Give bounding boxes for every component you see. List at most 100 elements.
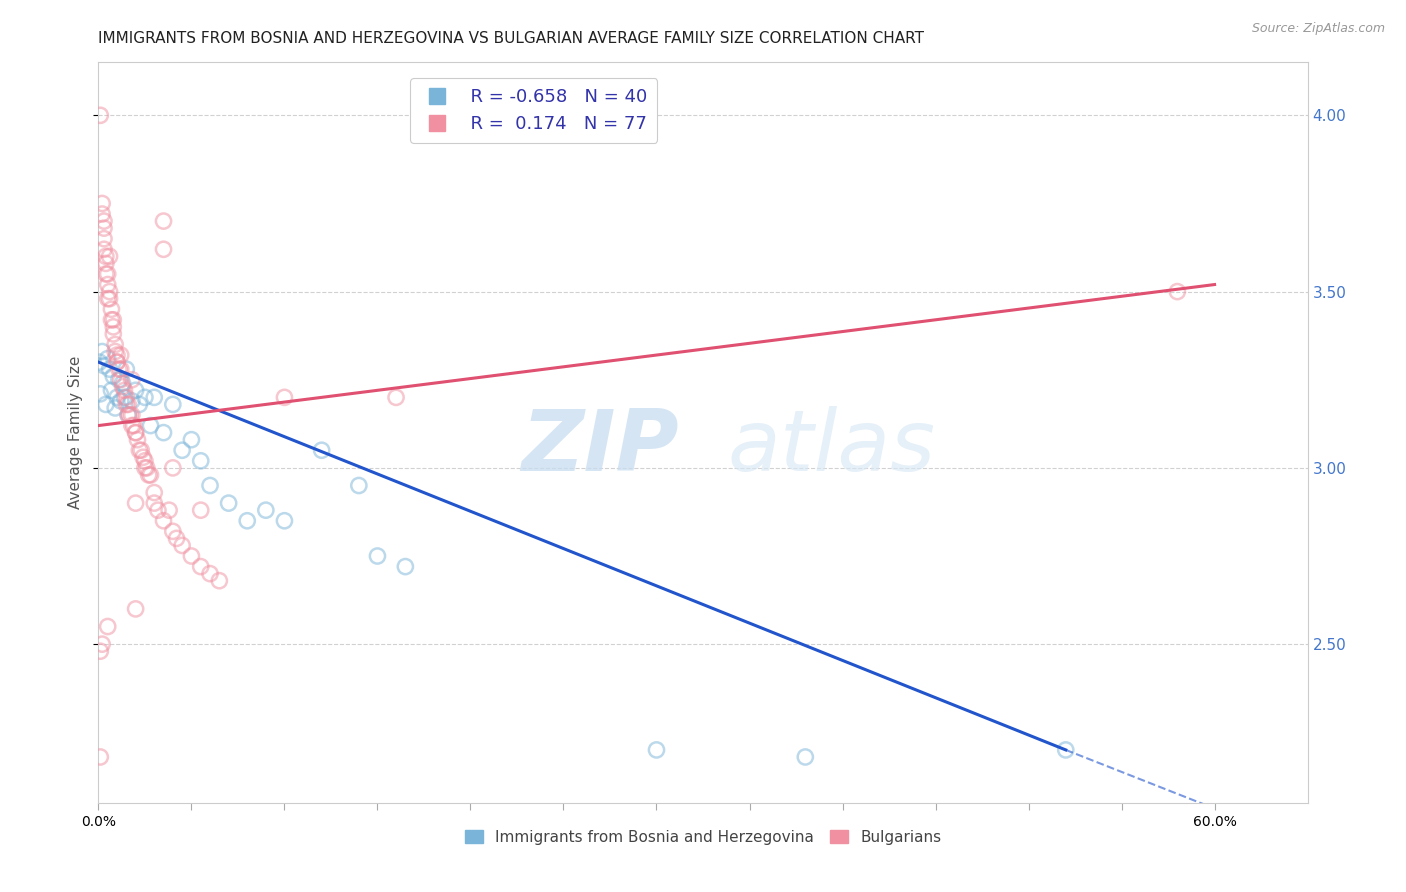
Point	[157, 503, 180, 517]
Point	[105, 355, 128, 369]
Point	[115, 397, 138, 411]
Text: IMMIGRANTS FROM BOSNIA AND HERZEGOVINA VS BULGARIAN AVERAGE FAMILY SIZE CORRELAT: IMMIGRANTS FROM BOSNIA AND HERZEGOVINA V…	[98, 31, 924, 46]
Point	[152, 514, 174, 528]
Point	[347, 478, 370, 492]
Point	[98, 249, 121, 263]
Point	[97, 351, 120, 366]
Point	[97, 619, 120, 633]
Point	[190, 559, 212, 574]
Point	[111, 376, 134, 391]
Point	[114, 384, 136, 398]
Point	[394, 559, 416, 574]
Point	[124, 496, 146, 510]
Point	[108, 373, 131, 387]
Point	[172, 538, 194, 552]
Point	[134, 461, 156, 475]
Point	[121, 418, 143, 433]
Point	[124, 384, 146, 398]
Point	[129, 443, 152, 458]
Point	[124, 602, 146, 616]
Point	[89, 355, 111, 369]
Point	[172, 443, 194, 458]
Point	[89, 387, 111, 401]
Point	[143, 390, 166, 404]
Point	[110, 362, 132, 376]
Point	[100, 302, 122, 317]
Point	[162, 524, 184, 539]
Point	[190, 454, 212, 468]
Point	[100, 313, 122, 327]
Point	[103, 319, 125, 334]
Point	[138, 467, 160, 482]
Point	[166, 532, 188, 546]
Point	[385, 390, 408, 404]
Point	[254, 503, 277, 517]
Point	[180, 433, 202, 447]
Point	[146, 503, 169, 517]
Y-axis label: Average Family Size: Average Family Size	[67, 356, 83, 509]
Point	[97, 277, 120, 292]
Point	[98, 285, 121, 299]
Point	[1054, 743, 1077, 757]
Point	[93, 359, 115, 373]
Point	[110, 348, 132, 362]
Point	[139, 467, 162, 482]
Point	[190, 503, 212, 517]
Point	[143, 485, 166, 500]
Point	[104, 337, 127, 351]
Point	[97, 267, 120, 281]
Point	[98, 292, 121, 306]
Point	[94, 249, 117, 263]
Point	[117, 397, 139, 411]
Point	[236, 514, 259, 528]
Point	[108, 362, 131, 376]
Point	[100, 384, 122, 398]
Text: Source: ZipAtlas.com: Source: ZipAtlas.com	[1251, 22, 1385, 36]
Point	[124, 425, 146, 440]
Point	[93, 232, 115, 246]
Point	[94, 256, 117, 270]
Point	[118, 408, 141, 422]
Point	[139, 418, 162, 433]
Point	[94, 397, 117, 411]
Point	[162, 397, 184, 411]
Point	[115, 362, 138, 376]
Point	[128, 397, 150, 411]
Point	[135, 461, 157, 475]
Point	[114, 390, 136, 404]
Point	[94, 267, 117, 281]
Point	[115, 390, 138, 404]
Text: atlas: atlas	[727, 406, 935, 489]
Point	[105, 348, 128, 362]
Point	[1166, 285, 1188, 299]
Point	[198, 478, 221, 492]
Legend: Immigrants from Bosnia and Herzegovina, Bulgarians: Immigrants from Bosnia and Herzegovina, …	[458, 823, 948, 851]
Point	[134, 390, 156, 404]
Point	[273, 390, 295, 404]
Point	[134, 454, 156, 468]
Point	[111, 380, 134, 394]
Point	[89, 750, 111, 764]
Point	[103, 326, 125, 341]
Point	[93, 242, 115, 256]
Point	[103, 313, 125, 327]
Point	[794, 750, 817, 764]
Point	[366, 549, 388, 563]
Point	[91, 196, 114, 211]
Text: ZIP: ZIP	[522, 406, 679, 489]
Point	[117, 408, 139, 422]
Point	[121, 373, 143, 387]
Point	[121, 408, 143, 422]
Point	[110, 393, 132, 408]
Point	[121, 393, 143, 408]
Point	[180, 549, 202, 563]
Point	[127, 433, 149, 447]
Point	[152, 425, 174, 440]
Point	[103, 369, 125, 384]
Point	[208, 574, 231, 588]
Point	[104, 344, 127, 359]
Point	[104, 401, 127, 415]
Point	[105, 390, 128, 404]
Point	[89, 108, 111, 122]
Point	[91, 344, 114, 359]
